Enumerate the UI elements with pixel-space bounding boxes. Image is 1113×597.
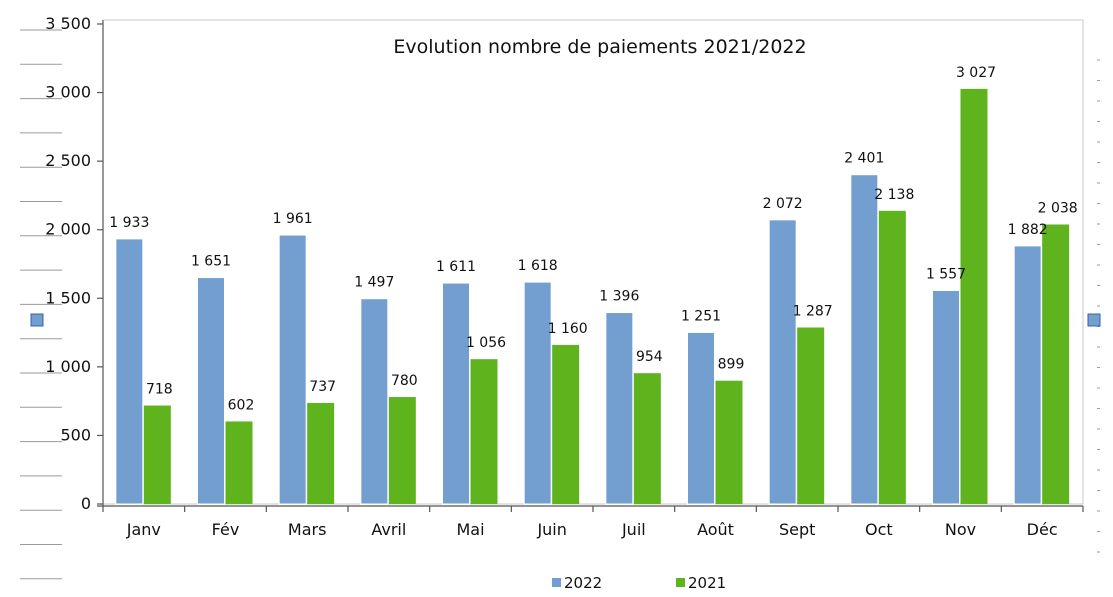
data-label-2022: 1 961 bbox=[273, 211, 313, 227]
data-label-2021: 718 bbox=[146, 382, 173, 398]
right-margin-dashes bbox=[1097, 59, 1100, 553]
data-label-2022: 1 557 bbox=[926, 266, 966, 282]
bar-2022 bbox=[115, 238, 144, 505]
data-label-2021: 1 287 bbox=[793, 303, 833, 319]
bar-2022 bbox=[850, 174, 879, 505]
data-label-2021: 602 bbox=[228, 397, 255, 413]
x-tick-label: Sept bbox=[779, 520, 815, 539]
left-handle-square bbox=[30, 313, 44, 327]
x-tick-label: Janv bbox=[126, 520, 161, 539]
data-label-2022: 1 251 bbox=[681, 308, 721, 324]
bar-2021 bbox=[960, 88, 988, 505]
x-tick-label: Avril bbox=[371, 520, 406, 539]
bar-2022 bbox=[360, 298, 389, 505]
data-label-2021: 1 056 bbox=[466, 335, 506, 351]
data-label-2021: 2 138 bbox=[874, 187, 914, 203]
chart-title: Evolution nombre de paiements 2021/2022 bbox=[393, 36, 806, 58]
bar-2021 bbox=[388, 397, 416, 504]
bar-2022 bbox=[687, 331, 715, 505]
right-handle-square bbox=[1087, 313, 1101, 327]
data-label-2022: 1 882 bbox=[1008, 222, 1048, 238]
x-tick-label: Mars bbox=[288, 520, 327, 539]
bar-2022 bbox=[1013, 245, 1042, 505]
x-tick-label: Août bbox=[697, 520, 734, 539]
data-label-2022: 1 396 bbox=[599, 289, 639, 305]
bar-2021 bbox=[715, 380, 743, 504]
legend-label-2021: 2021 bbox=[688, 574, 726, 592]
legend-swatch-2021 bbox=[676, 578, 685, 587]
y-tick-label: 2 000 bbox=[45, 220, 91, 239]
data-label-2022: 1 933 bbox=[109, 215, 149, 231]
bar-2021 bbox=[225, 421, 253, 504]
data-label-2022: 1 611 bbox=[436, 259, 476, 275]
bar-2021 bbox=[470, 359, 498, 504]
data-label-2022: 2 401 bbox=[844, 151, 884, 167]
bar-2021 bbox=[633, 373, 661, 504]
legend: 2022 2021 bbox=[552, 574, 726, 592]
bars bbox=[115, 88, 1070, 505]
y-tick-label: 3 500 bbox=[45, 14, 91, 33]
x-tick-label: Nov bbox=[945, 520, 976, 539]
value-labels: 1 933 718 1 651 602 1 961 737 1 497 780 1 611 1 0… bbox=[109, 65, 1077, 414]
bar-2021 bbox=[552, 344, 580, 504]
data-label-2021: 737 bbox=[309, 379, 336, 395]
left-margin-dashes bbox=[20, 29, 62, 580]
bar-2022 bbox=[197, 277, 225, 505]
y-tick-label: 500 bbox=[60, 425, 91, 444]
x-tick-label: Fév bbox=[212, 520, 240, 539]
data-label-2022: 2 072 bbox=[763, 196, 803, 212]
data-label-2021: 954 bbox=[636, 349, 663, 365]
data-label-2021: 780 bbox=[391, 373, 418, 389]
bar-2022 bbox=[932, 289, 960, 505]
y-tick-label: 2 500 bbox=[45, 151, 91, 170]
x-axis-ticks: Janv Fév Mars Avril Mai Juin Juil Août Sept Oct No… bbox=[102, 506, 1084, 539]
x-tick-label: Mai bbox=[456, 520, 484, 539]
y-tick-label: 0 bbox=[81, 494, 91, 513]
legend-swatch-2022 bbox=[552, 578, 561, 587]
bar-2021 bbox=[878, 210, 906, 504]
data-label-2022: 1 497 bbox=[354, 275, 394, 291]
bar-2022 bbox=[605, 312, 634, 505]
x-tick-label: Juin bbox=[536, 520, 566, 539]
data-label-2021: 899 bbox=[718, 357, 745, 373]
x-tick-label: Déc bbox=[1027, 520, 1058, 539]
bar-2021 bbox=[143, 405, 171, 504]
data-label-2022: 1 651 bbox=[191, 254, 231, 270]
legend-label-2022: 2022 bbox=[564, 574, 602, 592]
y-tick-label: 1 500 bbox=[45, 288, 91, 307]
y-axis-ticks: 0 500 1 000 1 500 2 000 2 500 3 000 3 500 bbox=[45, 14, 103, 513]
bar-2022 bbox=[278, 234, 307, 505]
bar-2021 bbox=[1042, 224, 1070, 504]
bar-2021 bbox=[307, 402, 335, 504]
bar-2022 bbox=[523, 281, 552, 505]
x-tick-label: Oct bbox=[865, 520, 893, 539]
bar-2022 bbox=[442, 282, 470, 505]
data-label-2021: 3 027 bbox=[956, 65, 996, 81]
y-tick-label: 3 000 bbox=[45, 83, 91, 102]
data-label-2021: 2 038 bbox=[1038, 201, 1078, 217]
data-label-2021: 1 160 bbox=[548, 321, 588, 337]
bar-2021 bbox=[797, 327, 825, 504]
x-tick-label: Juil bbox=[621, 520, 646, 539]
y-tick-label: 1 000 bbox=[45, 357, 91, 376]
data-label-2022: 1 618 bbox=[518, 258, 558, 274]
bar-2022 bbox=[768, 219, 797, 505]
